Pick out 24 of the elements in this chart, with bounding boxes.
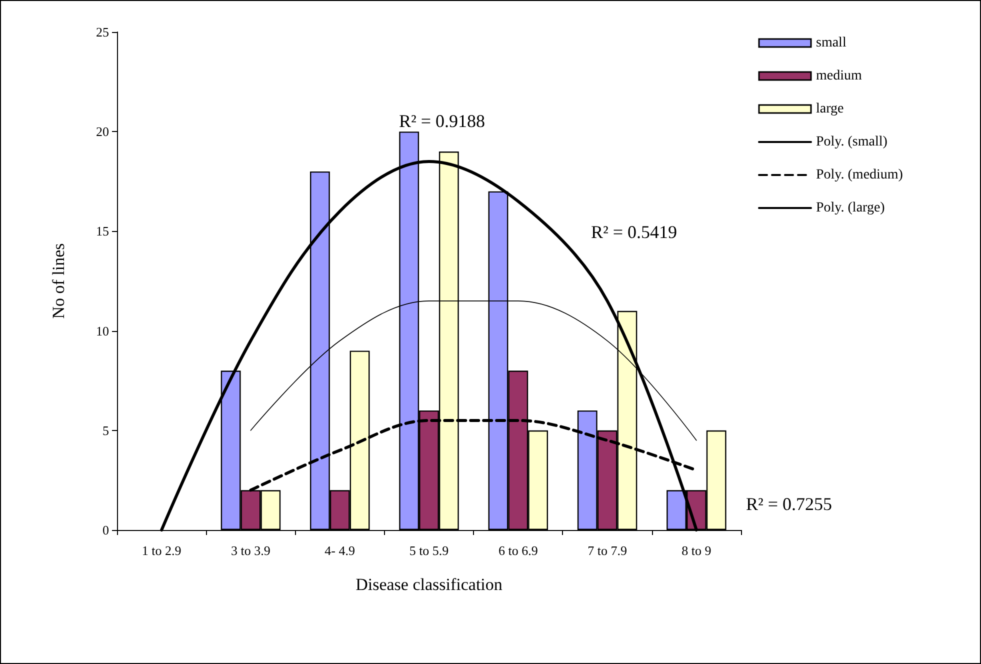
y-tick-label: 10 <box>96 323 109 338</box>
legend-label: Poly. (small) <box>816 134 888 150</box>
legend-label: large <box>816 102 844 116</box>
x-axis-title: Disease classification <box>356 575 503 594</box>
legend-label: medium <box>816 68 862 84</box>
x-tick-label: 7 to 7.9 <box>588 543 627 558</box>
legend-label: Poly. (medium) <box>816 168 904 182</box>
x-tick-label: 3 to 3.9 <box>231 543 270 558</box>
x-tick-label: 6 to 6.9 <box>498 543 538 558</box>
y-tick-label: 20 <box>96 124 109 140</box>
x-tick-label: 1 to 2.9 <box>142 543 182 558</box>
x-tick-label: 8 to 9 <box>682 543 712 558</box>
y-tick-label: 5 <box>102 422 109 438</box>
text: R² = 0.7255 <box>746 494 832 514</box>
y-axis-title: No of lines <box>49 243 68 319</box>
x-tick-label: 4- 4.9 <box>324 543 356 558</box>
y-tick-label: 15 <box>96 224 109 239</box>
legend-label: Poly. (large) <box>816 200 886 216</box>
x-tick-label: 5 to 5.9 <box>409 543 449 558</box>
legend-label: small <box>816 36 846 50</box>
annotation: R² = 0.9188 <box>399 111 486 131</box>
y-tick-label: 25 <box>96 24 109 40</box>
annotation: R² = 0.5419 <box>591 222 678 242</box>
y-tick-label: 0 <box>102 522 109 538</box>
